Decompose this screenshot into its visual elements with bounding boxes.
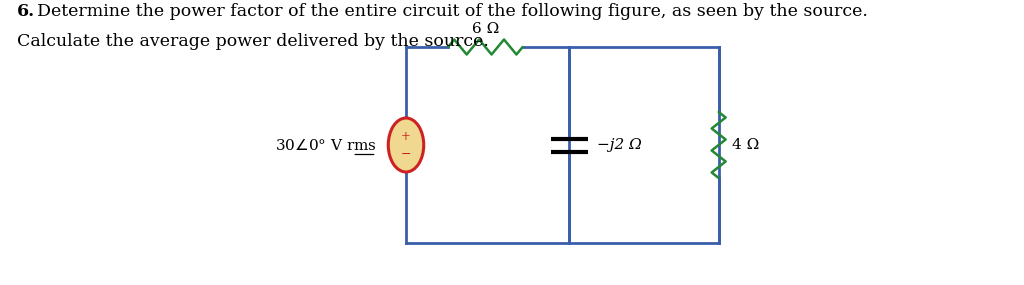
Text: −: − <box>400 148 412 160</box>
Ellipse shape <box>388 118 424 172</box>
Text: Calculate the average power delivered by the source.: Calculate the average power delivered by… <box>16 33 488 50</box>
Text: 6.: 6. <box>16 3 35 20</box>
Text: 6 Ω: 6 Ω <box>472 22 499 36</box>
Text: 30$\angle$0° V rms: 30$\angle$0° V rms <box>275 137 377 152</box>
Text: Determine the power factor of the entire circuit of the following figure, as see: Determine the power factor of the entire… <box>37 3 868 20</box>
Text: 4 Ω: 4 Ω <box>732 138 759 152</box>
Text: −j2 Ω: −j2 Ω <box>597 138 642 152</box>
Text: +: + <box>401 130 411 143</box>
